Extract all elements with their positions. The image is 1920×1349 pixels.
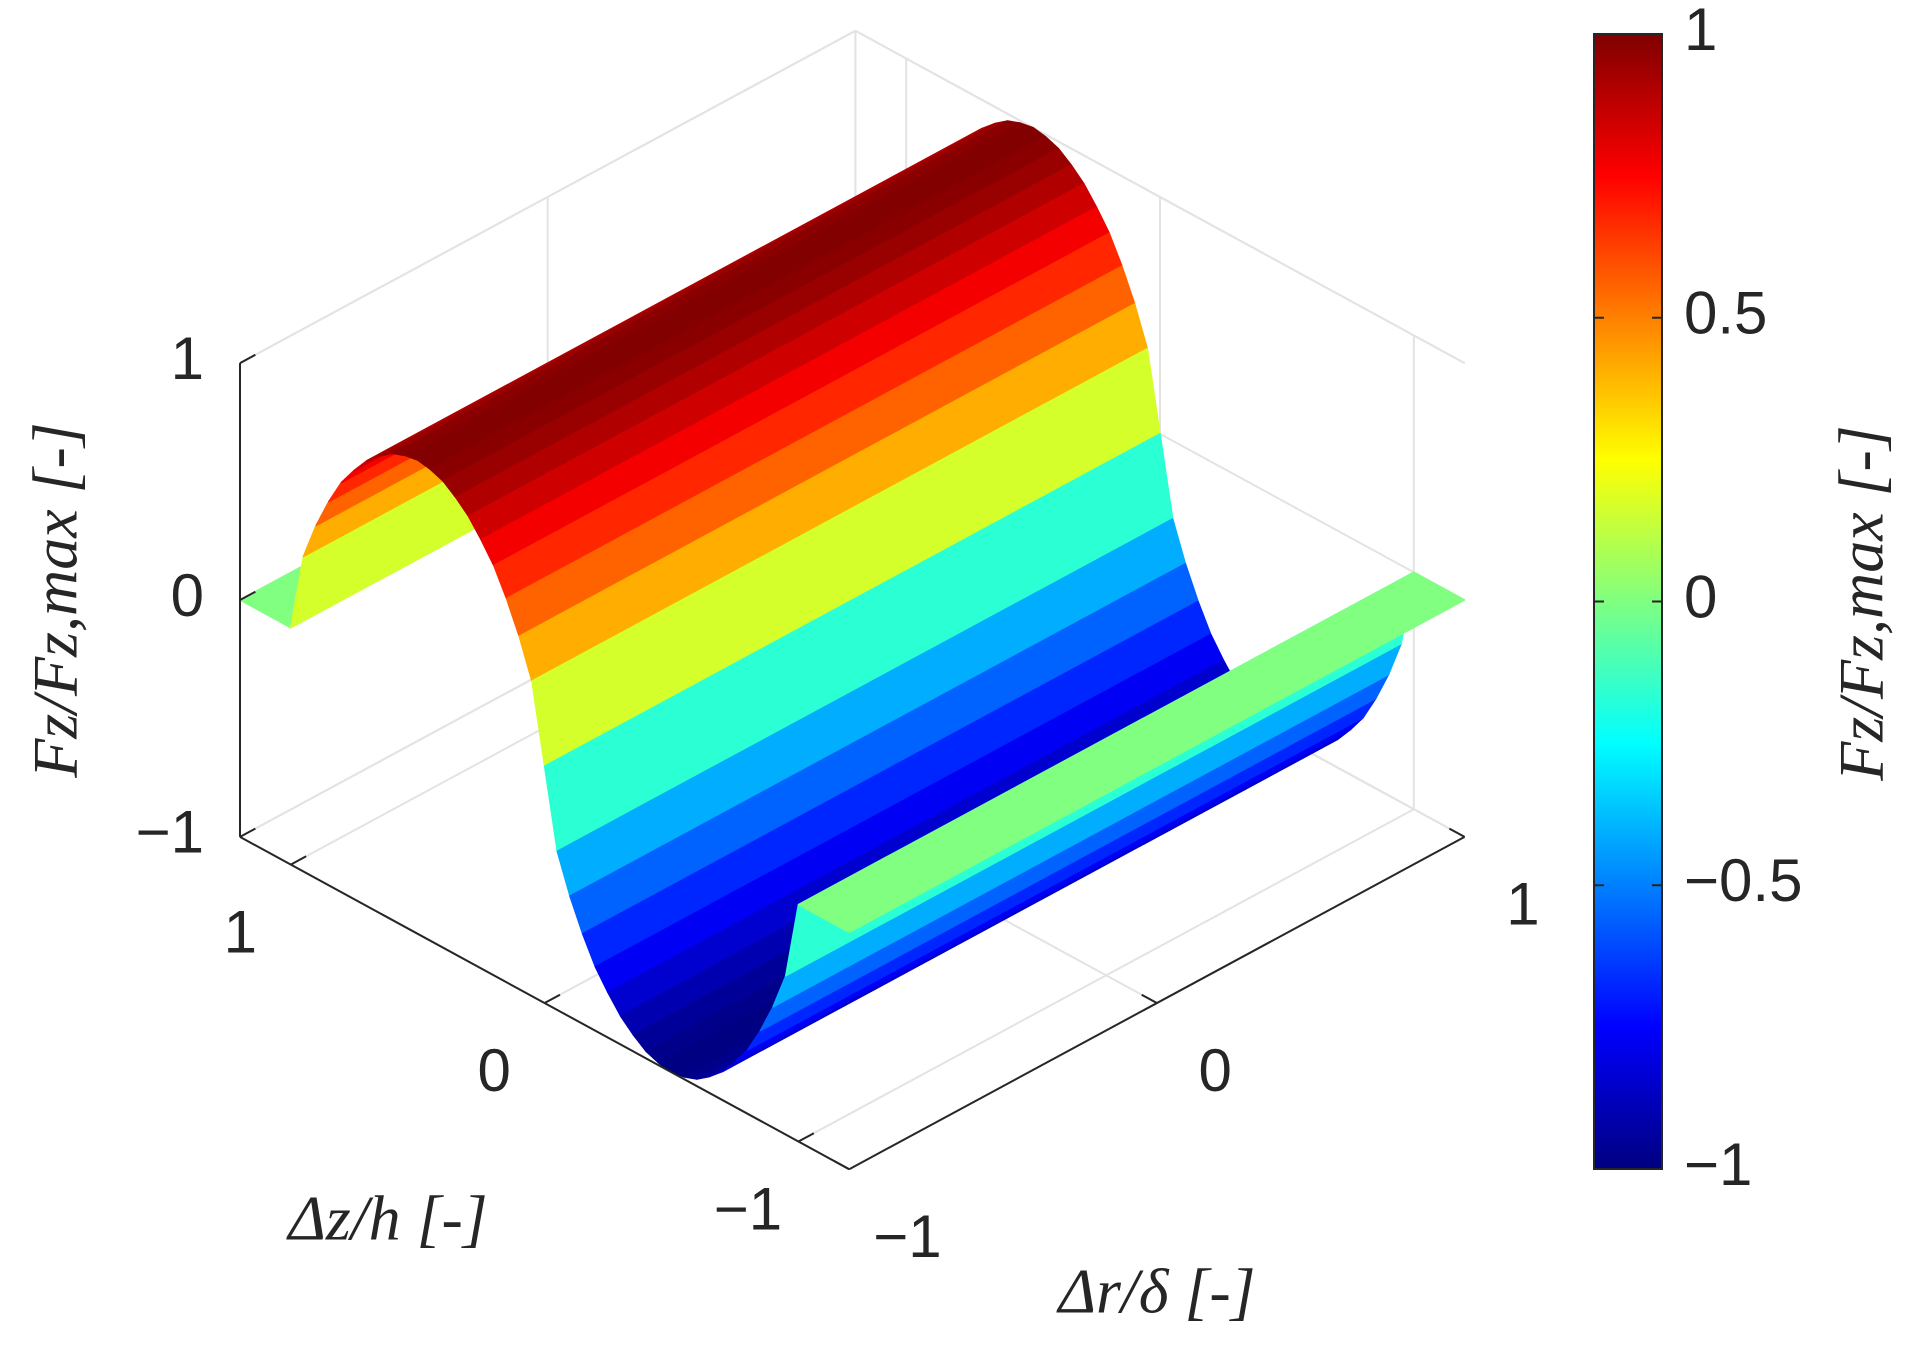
colorbar-tick-label: 1 [1684,0,1717,63]
x-tick [797,1132,815,1143]
y-tick [833,1160,850,1171]
grid-line [854,29,1466,364]
colorbar-label: Fz/Fz,max [-] [1826,425,1897,782]
x-tick-label: 0 [477,1037,510,1104]
y-axis-label: Δr/δ [-] [1055,1256,1255,1327]
z-axis-label: Fz/Fz,max [-] [20,422,91,779]
y-tick-label: −1 [873,1203,941,1270]
colorbar [1593,33,1663,1170]
grid-line [239,29,856,364]
axes-front: −1 0 1 −1 0 1 −1 0 1 [136,325,1540,1270]
z-tick [239,590,256,601]
z-tick [239,827,256,838]
colorbar-tick-label: 0.5 [1684,280,1767,347]
y-tick-label: 0 [1198,1037,1231,1104]
z-tick-label: −1 [136,799,204,866]
x-axis-label: Δz/h [-] [285,1183,487,1254]
x-tick-label: −1 [714,1175,782,1242]
z-tick [239,353,256,364]
colorbar-tick-label: −1 [1684,1131,1752,1198]
x-tick [544,993,561,1004]
z-tick-label: 0 [171,562,204,629]
colorbar-tick-label: 0 [1684,563,1717,630]
y-tick [1448,827,1466,838]
y-tick-label: 1 [1506,871,1539,938]
x-tick-label: 1 [224,898,257,965]
colorbar-tick-label: −0.5 [1684,847,1802,914]
surface [239,120,1466,1080]
z-tick-label: 1 [171,325,204,392]
x-tick [290,855,307,866]
y-tick [1141,993,1158,1004]
surface-strip [823,585,1466,934]
